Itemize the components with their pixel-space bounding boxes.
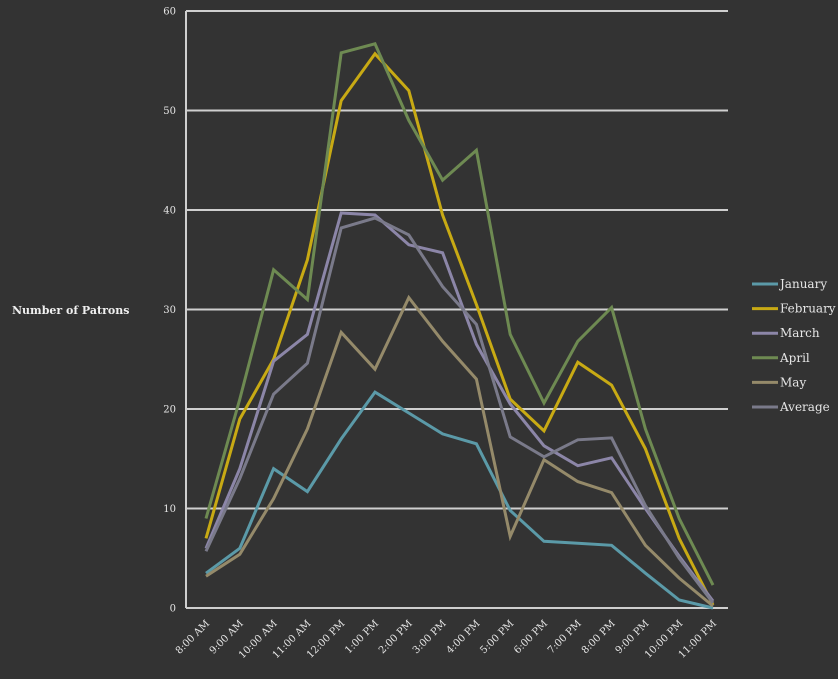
series-line-may <box>205 294 714 608</box>
gridlines <box>185 10 728 609</box>
series-line-march <box>204 211 715 602</box>
legend-label-march: March <box>780 326 820 340</box>
legend-label-january: January <box>778 277 827 291</box>
y-tick-label: 0 <box>170 604 176 615</box>
legend-label-may: May <box>780 375 806 389</box>
legend: January February March April May Average <box>752 277 836 414</box>
x-tick-label: 7:00 PM <box>546 618 584 656</box>
y-axis-label: Number of Patrons <box>12 304 129 317</box>
y-tick-label: 10 <box>163 504 176 515</box>
x-tick-label: 8:00 PM <box>580 618 618 656</box>
legend-label-average: Average <box>779 400 830 414</box>
series-line-january <box>205 390 714 610</box>
x-tick-label: 2:00 PM <box>377 618 415 656</box>
series-line-april <box>204 42 715 586</box>
x-tick-label: 6:00 PM <box>512 618 550 656</box>
x-tick-label: 5:00 PM <box>478 618 516 656</box>
x-tick-label: 8:00 AM <box>174 618 212 656</box>
y-tick-label: 20 <box>163 405 176 416</box>
series-lines <box>204 42 715 610</box>
series-line-average <box>204 216 715 604</box>
y-tick-label: 60 <box>163 7 176 18</box>
legend-label-april: April <box>779 351 810 365</box>
legend-label-february: February <box>780 302 836 316</box>
y-axis-ticks: 0 10 20 30 40 50 60 <box>163 7 176 615</box>
y-tick-label: 50 <box>163 106 176 117</box>
y-tick-label: 40 <box>163 206 176 217</box>
x-tick-label: 3:00 PM <box>411 618 449 656</box>
series-line-february <box>204 51 715 606</box>
x-tick-label: 4:00 PM <box>445 618 483 656</box>
x-tick-label: 1:00 PM <box>343 618 381 656</box>
y-tick-label: 30 <box>163 305 176 316</box>
